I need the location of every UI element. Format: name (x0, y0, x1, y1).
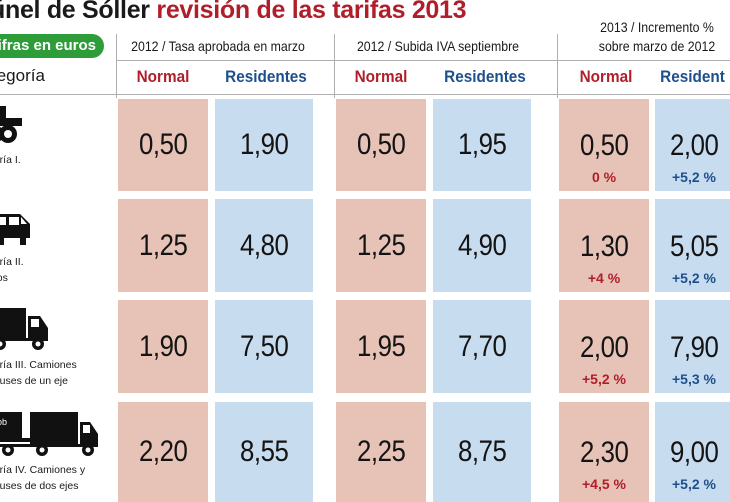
cell-september-residentes: 8,75 (433, 402, 531, 502)
cell-march-normal: 1,90 (118, 300, 208, 393)
subheader-residentes: Residentes (444, 67, 526, 86)
percent-change: +5,2 % (582, 370, 626, 387)
icon-caption: ob (0, 417, 8, 427)
percent-change: +5,3 % (672, 370, 716, 387)
vehicle-label-line1: goría I. (0, 154, 21, 166)
percent-change: +5,2 % (672, 269, 716, 286)
cell-march-residentes: 7,50 (215, 300, 313, 393)
vehicle-label-line1: goría III. Camiones (0, 359, 77, 371)
cell-september-normal: 2,25 (336, 402, 426, 502)
column-header-2013: 2013 / Incremento % sobre marzo de 2012 (573, 18, 730, 56)
cell-march-normal: 0,50 (118, 99, 208, 191)
cell-september-residentes: 4,90 (433, 199, 531, 292)
category-header: tegoría (0, 66, 45, 85)
value: 1,95 (356, 329, 406, 363)
divider (0, 94, 730, 95)
cell-march-normal: 2,20 (118, 402, 208, 502)
truck-icon (0, 308, 48, 350)
cell-september-normal: 0,50 (336, 99, 426, 191)
cell-2013-normal: 2,30 +4,5 % (559, 402, 649, 502)
value: 0,50 (579, 129, 629, 162)
currency-badge: ifras en euros (0, 34, 104, 58)
value: 1,25 (138, 228, 188, 262)
subheader-normal: Normal (136, 67, 190, 86)
cell-march-residentes: 4,80 (215, 199, 313, 292)
divider (116, 60, 730, 61)
column-header-september: 2012 / Subida IVA septiembre (356, 38, 520, 54)
motorcycle-icon (0, 106, 22, 143)
value: 2,30 (579, 436, 629, 469)
vehicle-label-line2: mos (0, 272, 8, 284)
value: 1,25 (356, 228, 406, 262)
vehicle-label-line1: goría IV. Camiones y (0, 464, 86, 476)
cell-2013-normal: 1,30 +4 % (559, 199, 649, 292)
vehicle-label: goría III. Camiones obuses de un eje (0, 357, 77, 389)
divider (116, 34, 117, 98)
title-part-2: revisión de las tarifas 2013 (156, 0, 467, 24)
cell-march-residentes: 8,55 (215, 402, 313, 502)
value: 2,00 (669, 129, 719, 162)
value: 8,75 (457, 435, 507, 468)
value: 4,80 (239, 228, 289, 262)
subheader-normal: Normal (354, 67, 408, 86)
vehicle-label: goría I. os (0, 152, 21, 184)
vehicle-label-line1: goría II. (0, 256, 24, 268)
percent-change: +5,2 % (672, 476, 716, 492)
value: 7,70 (457, 329, 507, 363)
divider (557, 34, 558, 98)
cell-march-residentes: 1,90 (215, 99, 313, 191)
value: 1,90 (138, 329, 188, 363)
value: 9,00 (669, 436, 719, 469)
cell-2013-residentes: 9,00 +5,2 % (655, 402, 730, 502)
cell-2013-residentes: 2,00 +5,2 % (655, 99, 730, 191)
title-part-1: únel de Sóller (0, 0, 150, 24)
value: 2,00 (579, 330, 629, 364)
cell-september-residentes: 1,95 (433, 99, 531, 191)
cell-2013-normal: 0,50 0 % (559, 99, 649, 191)
subheader-residentes: Resident (660, 67, 725, 86)
van-icon (0, 214, 30, 245)
cell-september-residentes: 7,70 (433, 300, 531, 393)
value: 0,50 (356, 128, 406, 161)
value: 8,55 (239, 435, 289, 468)
value: 1,95 (457, 128, 507, 161)
cell-september-normal: 1,25 (336, 199, 426, 292)
column-header-march: 2012 / Tasa aprobada en marzo (131, 38, 305, 54)
value: 4,90 (457, 228, 507, 262)
subheader-normal: Normal (579, 67, 633, 86)
vehicle-label-line2: obuses de dos ejes (0, 480, 79, 492)
cell-2013-residentes: 7,90 +5,3 % (655, 300, 730, 393)
value: 2,25 (356, 435, 406, 468)
value: 1,30 (579, 229, 629, 263)
vehicle-label: goría II. mos (0, 254, 24, 286)
value: 7,50 (239, 329, 289, 363)
subheader-residentes: Residentes (225, 67, 307, 86)
percent-change: +4,5 % (582, 476, 626, 492)
percent-change: +4 % (587, 269, 621, 286)
divider (334, 34, 335, 98)
vehicle-label-line2: os (0, 168, 21, 184)
percent-change: +5,2 % (672, 169, 716, 185)
two-axle-truck-icon (0, 412, 98, 456)
percent-change: 0 % (591, 169, 617, 185)
column-header-2013-line2: sobre marzo de 2012 (598, 38, 716, 54)
cell-2013-normal: 2,00 +5,2 % (559, 300, 649, 393)
cell-march-normal: 1,25 (118, 199, 208, 292)
vehicle-label: goría IV. Camiones y obuses de dos ejes (0, 462, 85, 494)
value: 0,50 (138, 128, 188, 161)
value: 1,90 (239, 128, 289, 161)
value: 7,90 (669, 330, 719, 364)
value: 2,20 (138, 435, 188, 468)
cell-september-normal: 1,95 (336, 300, 426, 393)
value: 5,05 (669, 229, 719, 263)
page-title: únel de Sóller revisión de las tarifas 2… (0, 0, 467, 25)
column-header-2013-line1: 2013 / Incremento % (600, 19, 714, 35)
cell-2013-residentes: 5,05 +5,2 % (655, 199, 730, 292)
vehicle-label-line2: obuses de un eje (0, 375, 68, 387)
